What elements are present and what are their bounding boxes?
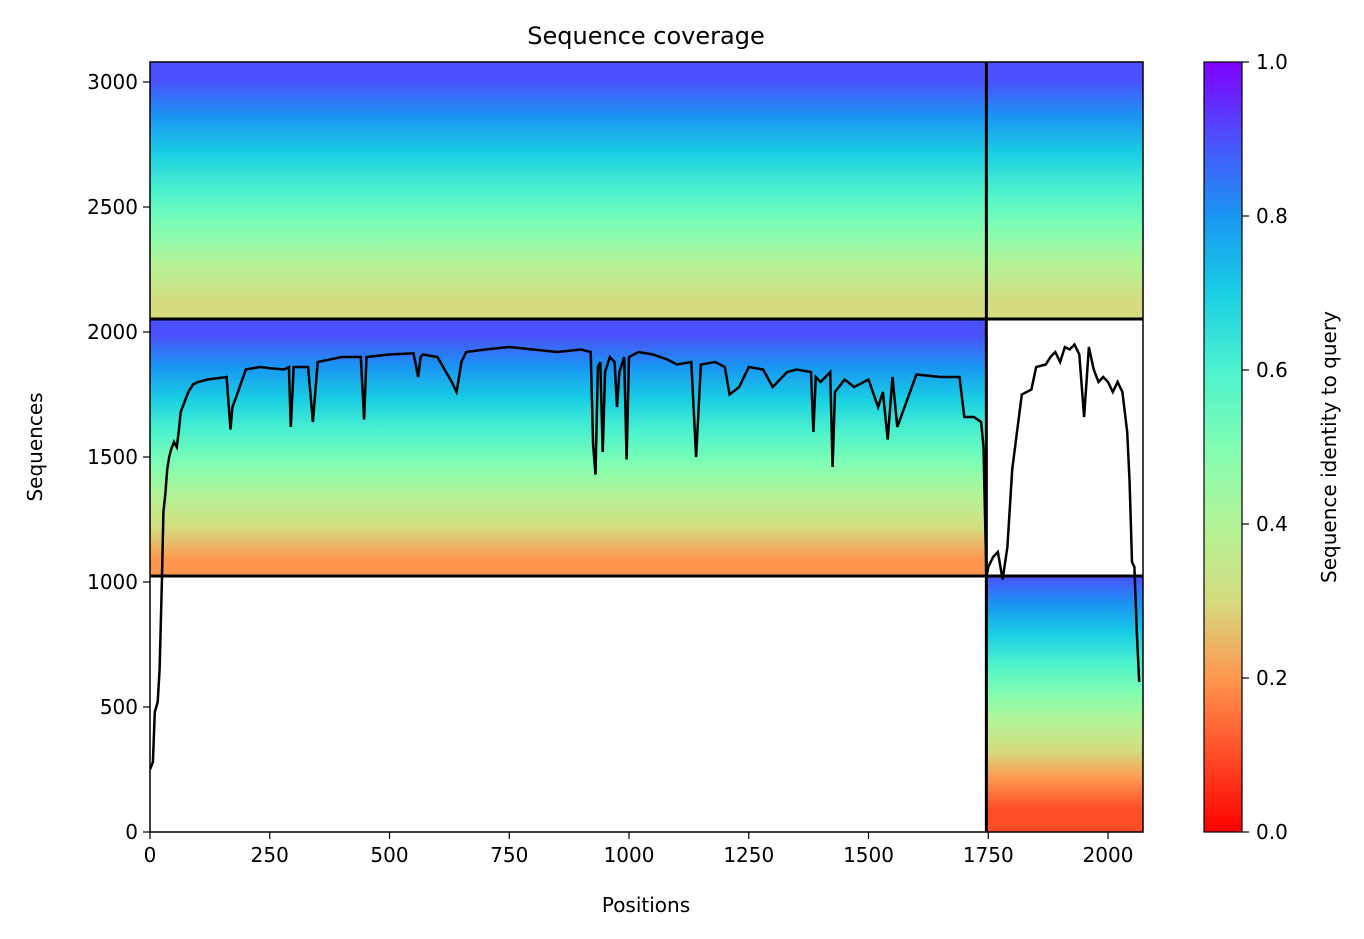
x-tick-label: 1250 (723, 843, 774, 867)
x-axis-ticks: 0 250 500 750 1000 1250 1500 1750 2000 (144, 832, 1134, 867)
colorbar-label: Sequence identity to query (1317, 311, 1341, 583)
y-tick-label: 1000 (87, 570, 138, 594)
x-tick-label: 750 (490, 843, 528, 867)
plot-frame (149, 61, 1144, 833)
x-tick-label: 500 (370, 843, 408, 867)
identity-blocks (150, 62, 1143, 832)
identity-block (986, 62, 1143, 319)
colorbar-tick-label: 0.8 (1256, 204, 1288, 228)
colorbar-tick-label: 0.6 (1256, 358, 1288, 382)
coverage-line (150, 342, 1141, 770)
x-tick-label: 1750 (963, 843, 1014, 867)
x-tick-label: 0 (144, 843, 157, 867)
x-tick-label: 1000 (604, 843, 655, 867)
x-tick-label: 1500 (843, 843, 894, 867)
x-axis-label: Positions (602, 893, 690, 917)
y-axis-ticks: 0 500 1000 1500 2000 2500 3000 (87, 70, 150, 844)
y-tick-label: 2000 (87, 320, 138, 344)
y-tick-label: 0 (125, 820, 138, 844)
colorbar-tick-label: 0.2 (1256, 666, 1288, 690)
y-tick-label: 2500 (87, 195, 138, 219)
x-tick-label: 2000 (1083, 843, 1134, 867)
y-axis-label: Sequences (23, 392, 47, 501)
colorbar (1203, 61, 1243, 833)
colorbar-tick-label: 1.0 (1256, 50, 1288, 74)
identity-block (986, 576, 1143, 832)
identity-block (150, 319, 987, 576)
identity-block (150, 62, 987, 319)
y-tick-label: 500 (100, 695, 138, 719)
y-tick-label: 3000 (87, 70, 138, 94)
colorbar-ticks: 0.0 0.2 0.4 0.6 0.8 1.0 (1242, 50, 1288, 844)
y-tick-label: 1500 (87, 445, 138, 469)
block-boundaries (150, 62, 1143, 832)
colorbar-tick-label: 0.0 (1256, 820, 1288, 844)
colorbar-tick-label: 0.4 (1256, 512, 1288, 536)
chart-title: Sequence coverage (527, 22, 764, 50)
x-tick-label: 250 (251, 843, 289, 867)
